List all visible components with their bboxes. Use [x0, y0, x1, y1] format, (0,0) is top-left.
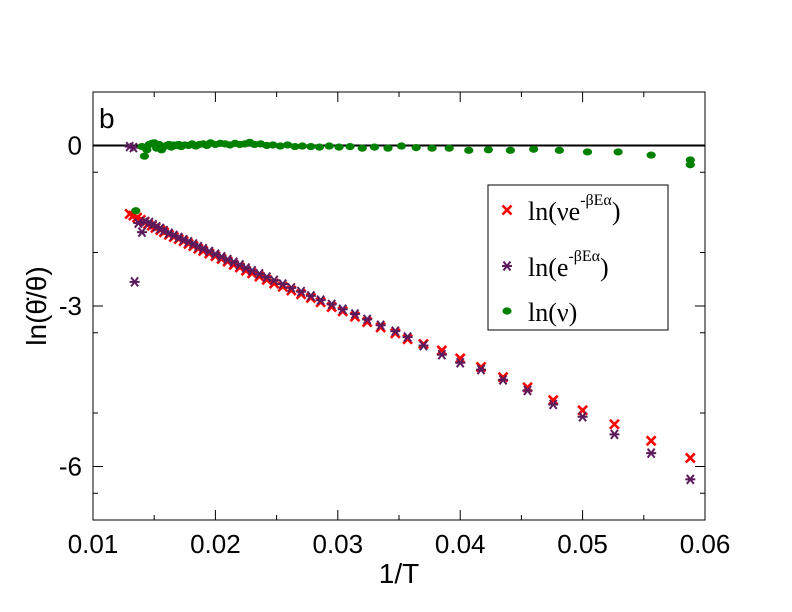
legend-superscript: -βEα — [580, 192, 612, 209]
data-point — [268, 141, 278, 149]
legend-marker — [501, 204, 513, 216]
data-point — [286, 282, 297, 293]
data-point — [609, 429, 620, 440]
data-point — [326, 299, 337, 310]
data-point — [337, 304, 348, 315]
data-point — [529, 145, 539, 153]
data-point — [349, 308, 360, 320]
data-point — [296, 286, 307, 297]
data-point — [247, 265, 258, 276]
data-point — [396, 142, 407, 150]
data-point — [131, 207, 141, 215]
data-point — [324, 142, 334, 150]
data-point — [290, 142, 300, 151]
data-point — [582, 148, 593, 156]
y-axis-title: ln(θ̇/θ) — [21, 266, 52, 345]
data-point — [645, 435, 657, 447]
legend-box — [487, 184, 669, 331]
data-point — [418, 340, 429, 351]
data-point — [609, 418, 620, 430]
data-point — [275, 142, 285, 150]
data-point — [444, 144, 454, 152]
x-tick-label: 0.01 — [68, 529, 119, 559]
x-tick-label: 0.05 — [557, 529, 608, 559]
data-point — [334, 143, 344, 151]
data-point — [505, 146, 515, 154]
data-point — [383, 144, 393, 152]
data-point — [277, 278, 288, 290]
data-point — [554, 146, 564, 154]
data-point — [362, 314, 373, 325]
data-point — [685, 474, 696, 485]
data-point — [297, 142, 307, 150]
panel-label: b — [99, 103, 115, 134]
legend-marker — [502, 260, 512, 272]
data-point — [685, 161, 695, 169]
data-point — [269, 275, 280, 286]
legend-tail: ) — [600, 253, 609, 282]
data-point — [436, 349, 447, 360]
data-point — [305, 290, 316, 301]
y-tick-label: -6 — [59, 452, 82, 482]
data-point — [483, 146, 493, 154]
data-point — [283, 141, 293, 149]
data-point — [577, 411, 588, 422]
data-point — [375, 320, 386, 331]
data-point — [133, 217, 144, 229]
series-2 — [124, 141, 696, 485]
data-marks — [124, 138, 696, 485]
legend-superscript: -βEα — [568, 248, 600, 265]
data-point — [548, 399, 559, 410]
data-point — [254, 268, 265, 280]
data-point — [306, 142, 316, 151]
data-point — [129, 276, 140, 288]
data-point — [646, 448, 657, 459]
data-point — [646, 151, 656, 159]
data-point — [522, 385, 533, 396]
data-point — [315, 295, 326, 306]
data-point — [464, 146, 474, 154]
data-point — [454, 353, 466, 364]
data-point — [402, 331, 413, 343]
data-point — [345, 142, 355, 151]
data-point — [427, 144, 437, 152]
data-point — [436, 344, 448, 356]
x-tick-label: 0.06 — [680, 529, 731, 559]
y-tick-label: -3 — [59, 291, 82, 321]
data-point — [498, 374, 509, 385]
legend-marker — [502, 307, 512, 315]
data-point — [314, 143, 325, 151]
y-tick-label: 0 — [68, 131, 82, 161]
legend-label: ln(ν) — [528, 298, 577, 327]
series-3 — [131, 138, 695, 215]
x-axis-title: 1/T — [379, 558, 419, 589]
data-point — [357, 144, 367, 152]
x-tick-label: 0.02 — [190, 529, 241, 559]
axes: 0.01 0.02 0.03 0.04 0.05 0.06 0 -3 -6 — [59, 92, 730, 559]
data-point — [476, 364, 487, 375]
data-point — [613, 148, 623, 156]
data-point — [139, 152, 150, 160]
data-point — [136, 227, 147, 238]
x-tick-label: 0.04 — [435, 529, 486, 559]
data-point — [547, 394, 559, 406]
data-point — [390, 326, 401, 337]
legend-tail: ) — [612, 197, 621, 226]
data-point — [369, 143, 380, 151]
x-tick-label: 0.03 — [312, 529, 363, 559]
legend: ln(νe-βEα)ln(e-βEα)ln(ν) — [487, 184, 669, 331]
data-point — [455, 357, 466, 368]
data-point — [261, 271, 272, 283]
data-point — [411, 144, 421, 152]
data-point — [684, 452, 696, 464]
data-point — [128, 142, 139, 153]
